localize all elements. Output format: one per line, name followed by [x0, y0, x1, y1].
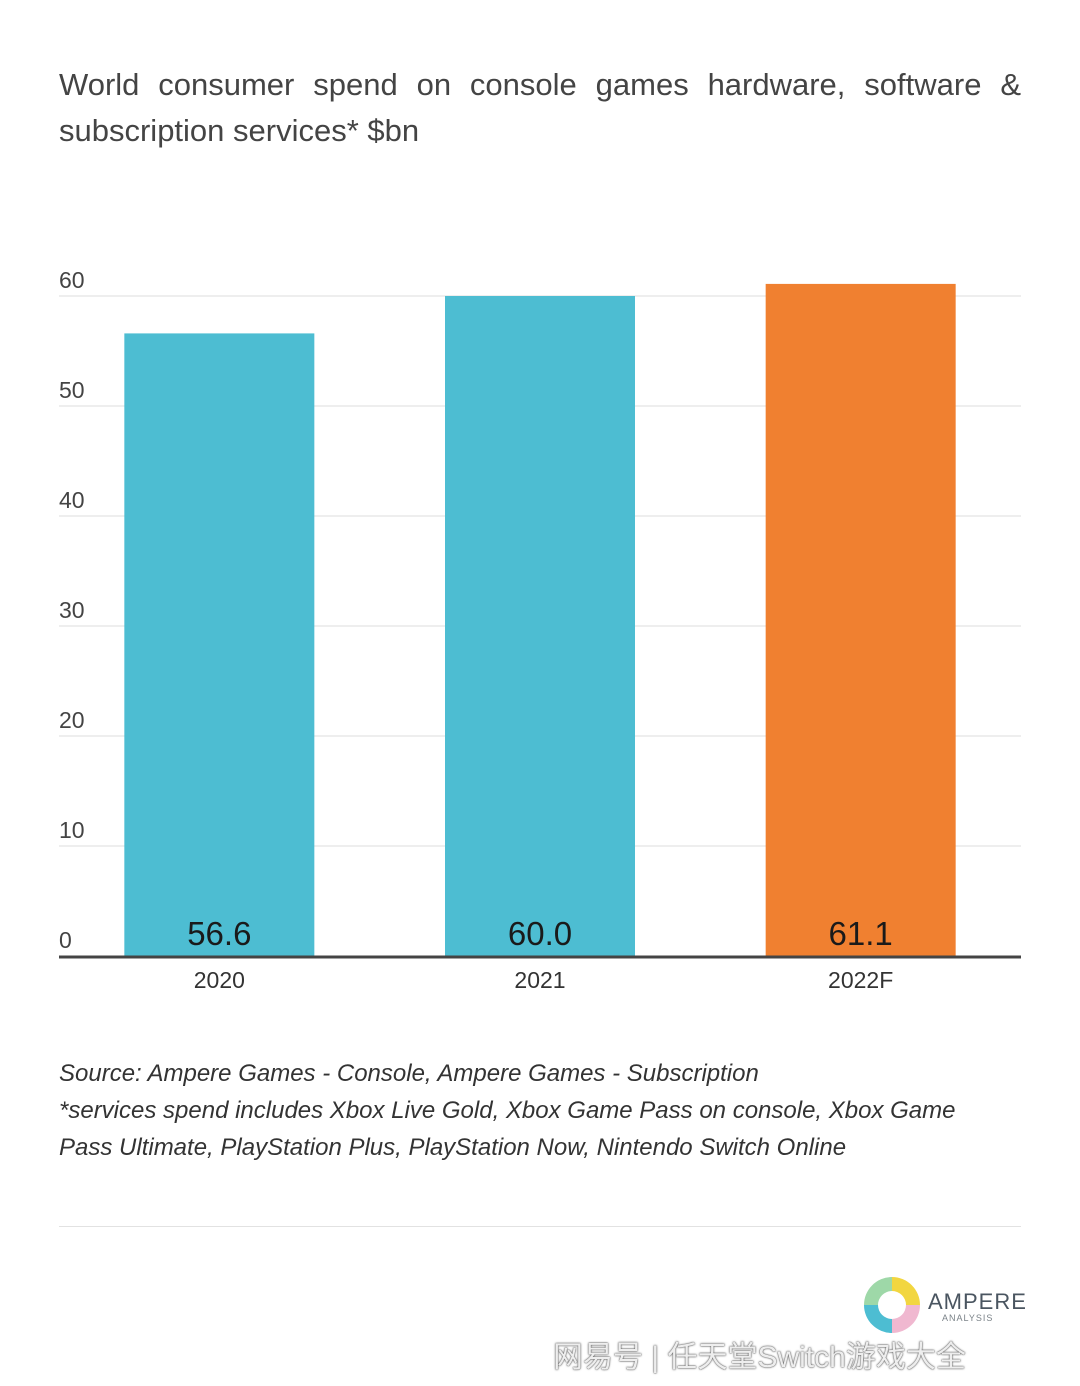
y-tick-label: 40 — [59, 487, 85, 513]
y-tick-label: 0 — [59, 927, 72, 953]
footnote-line-2: Pass Ultimate, PlayStation Plus, PlaySta… — [59, 1134, 847, 1161]
bar — [445, 296, 635, 956]
y-tick-label: 10 — [59, 817, 85, 843]
bar-chart: 0 10 20 30 40 50 60 56.6 2020 60.0 2021 61.1 2022F — [59, 267, 1021, 993]
ampere-logo-icon — [864, 1277, 920, 1333]
data-label: 60.0 — [508, 915, 572, 952]
watermark: 网易号 | 任天堂Switch游戏大全 — [553, 1341, 966, 1374]
bar — [765, 283, 956, 956]
ampere-logo: AMPERE ANALYSIS — [862, 1275, 1037, 1335]
source-note: Source: Ampere Games - Console, Ampere G… — [59, 1060, 759, 1087]
y-tick-label: 60 — [59, 267, 85, 293]
data-label: 56.6 — [187, 915, 251, 952]
footnote-line-1: *services spend includes Xbox Live Gold,… — [59, 1097, 956, 1124]
logo-subtitle: ANALYSIS — [942, 1313, 994, 1323]
y-tick-label: 30 — [59, 597, 85, 623]
chart-title: World consumer spend on console games ha… — [59, 67, 1021, 148]
logo-name: AMPERE — [928, 1289, 1027, 1314]
bar — [124, 333, 315, 956]
separator — [59, 1226, 1021, 1227]
x-tick-label: 2022F — [828, 967, 893, 993]
x-tick-label: 2020 — [194, 967, 245, 993]
y-tick-label: 50 — [59, 377, 85, 403]
x-tick-label: 2021 — [514, 967, 565, 993]
y-tick-label: 20 — [59, 707, 85, 733]
data-label: 61.1 — [829, 915, 893, 952]
chart-notes: Source: Ampere Games - Console, Ampere G… — [59, 1055, 1021, 1166]
